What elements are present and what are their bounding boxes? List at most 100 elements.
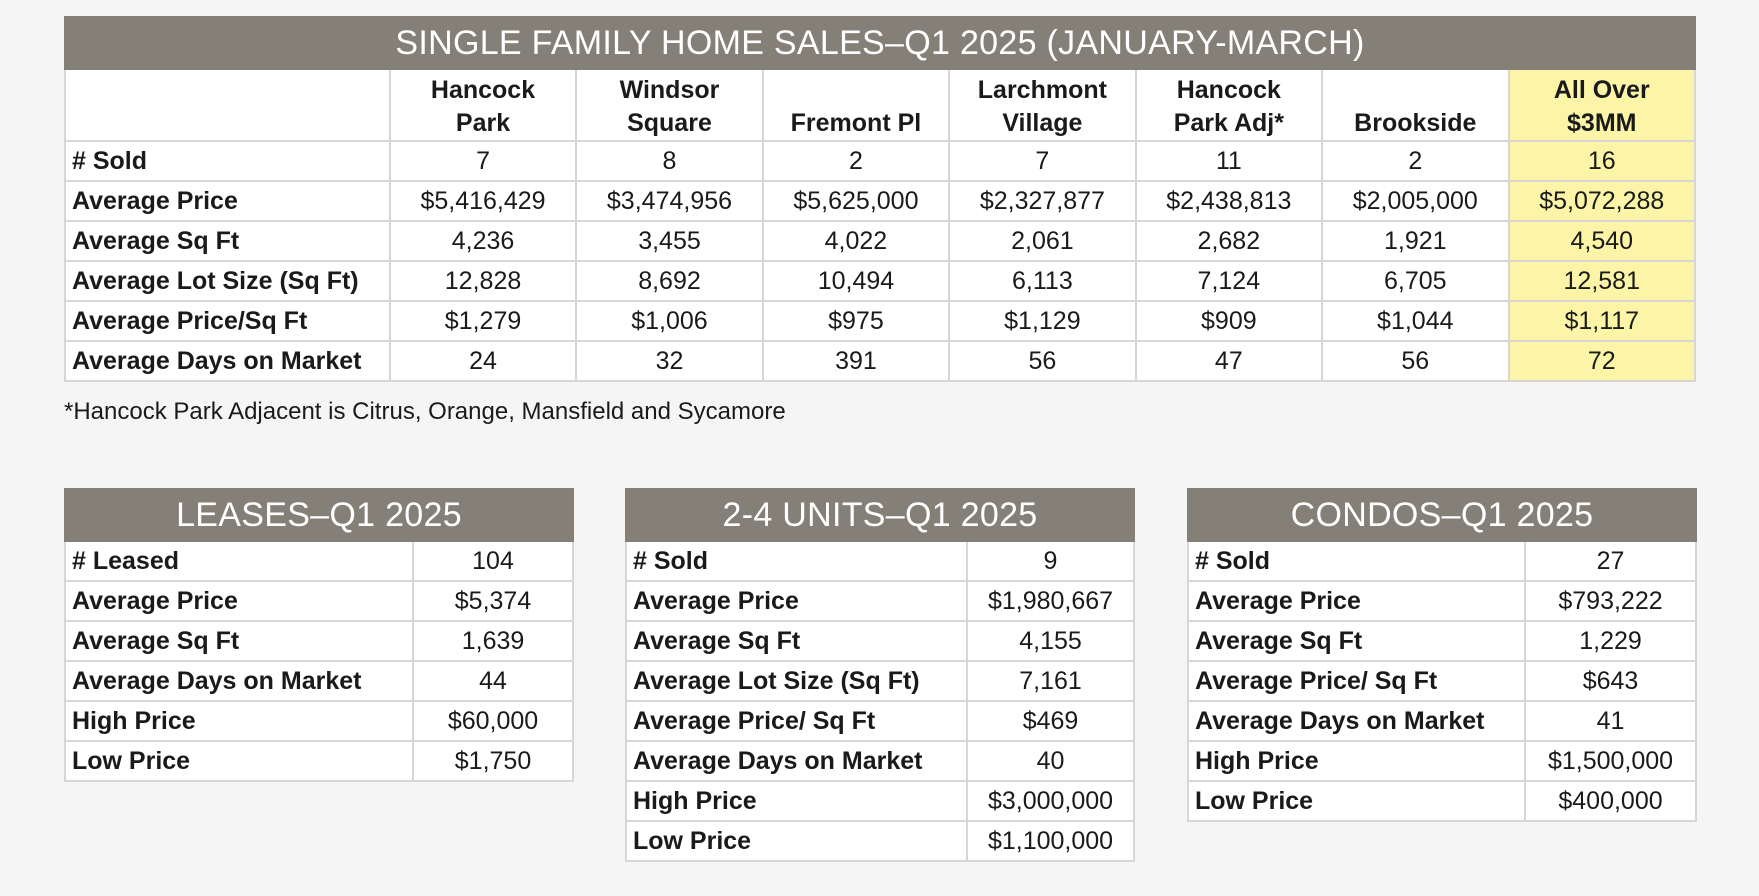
table-cell: $60,000 [411, 700, 575, 742]
footnote: *Hancock Park Adjacent is Citrus, Orange… [64, 398, 786, 425]
column-header-hancock-park: Hancock Park [388, 68, 578, 142]
table-row: Low Price $1,750 [64, 740, 575, 782]
table-row: Low Price $1,100,000 [625, 820, 1136, 862]
table-row: Average Price $1,980,667 [625, 580, 1136, 622]
table-cell: $1,044 [1321, 300, 1510, 342]
row-label: High Price [64, 700, 414, 742]
table-cell: 56 [948, 340, 1137, 382]
table-cell-highlight: $5,072,288 [1507, 180, 1697, 222]
table-row: High Price $60,000 [64, 700, 575, 742]
row-label: Average Lot Size (Sq Ft) [625, 660, 968, 702]
table-cell: $909 [1134, 300, 1324, 342]
leases-title: LEASES–Q1 2025 [63, 488, 575, 542]
table-cell: $400,000 [1524, 780, 1697, 822]
table-cell: 47 [1134, 340, 1324, 382]
table-cell: 4,155 [965, 620, 1136, 662]
table-row: Average Lot Size (Sq Ft) 12,828 8,692 10… [64, 260, 1697, 302]
table-cell: 56 [1321, 340, 1510, 382]
row-label: # Leased [64, 540, 414, 582]
table-cell: $643 [1524, 660, 1697, 702]
table-cell: $469 [965, 700, 1136, 742]
row-label: Average Price/ Sq Ft [625, 700, 968, 742]
table-cell: $2,005,000 [1321, 180, 1510, 222]
row-label: Low Price [1187, 780, 1526, 822]
table-cell: 1,921 [1321, 220, 1510, 262]
row-label: # Sold [1187, 540, 1526, 582]
table-row: Average Price $5,416,429 $3,474,956 $5,6… [64, 180, 1697, 222]
table-cell-highlight: 4,540 [1507, 220, 1697, 262]
row-label: Average Sq Ft [1187, 620, 1526, 662]
row-label: # Sold [625, 540, 968, 582]
table-row: Average Sq Ft 1,229 [1187, 620, 1697, 662]
table-cell: $1,279 [388, 300, 578, 342]
row-label: Average Price/Sq Ft [64, 300, 391, 342]
row-label: Average Days on Market [64, 340, 391, 382]
row-label: Low Price [625, 820, 968, 862]
corner-cell [64, 68, 391, 142]
table-cell: $793,222 [1524, 580, 1697, 622]
column-header-brookside: Brookside [1321, 68, 1510, 142]
table-cell: $1,980,667 [965, 580, 1136, 622]
table-row: # Sold 7 8 2 7 11 2 16 [64, 140, 1697, 182]
table-row: Average Days on Market 40 [625, 740, 1136, 782]
table-cell: $2,438,813 [1134, 180, 1324, 222]
table-cell: $3,000,000 [965, 780, 1136, 822]
row-label: Average Days on Market [64, 660, 414, 702]
table-row: High Price $1,500,000 [1187, 740, 1697, 782]
table-cell: $1,100,000 [965, 820, 1136, 862]
row-label: High Price [625, 780, 968, 822]
table-row: Average Price/Sq Ft $1,279 $1,006 $975 $… [64, 300, 1697, 342]
table-cell: 11 [1134, 140, 1324, 182]
table-cell: 6,705 [1321, 260, 1510, 302]
table-cell: 4,236 [388, 220, 578, 262]
table-cell-highlight: $1,117 [1507, 300, 1697, 342]
units-title: 2-4 UNITS–Q1 2025 [624, 488, 1136, 542]
table-row: # Leased 104 [64, 540, 575, 582]
row-label: Average Price [625, 580, 968, 622]
table-cell-highlight: 12,581 [1507, 260, 1697, 302]
single-family-sales-table: SINGLE FAMILY HOME SALES–Q1 2025 (JANUAR… [64, 16, 1697, 382]
table-cell: $1,500,000 [1524, 740, 1697, 782]
column-header-windsor-square: Windsor Square [575, 68, 764, 142]
table-cell: 2,682 [1134, 220, 1324, 262]
table-row: Average Days on Market 41 [1187, 700, 1697, 742]
table-cell: $5,416,429 [388, 180, 578, 222]
row-label: Average Price [64, 580, 414, 622]
row-label: Average Sq Ft [64, 220, 391, 262]
column-header-larchmont-village: Larchmont Village [948, 68, 1137, 142]
table-cell: 6,113 [948, 260, 1137, 302]
table-row: Low Price $400,000 [1187, 780, 1697, 822]
table-cell: 391 [761, 340, 951, 382]
row-label: # Sold [64, 140, 391, 182]
table-row: # Sold 27 [1187, 540, 1697, 582]
table-cell: 3,455 [575, 220, 764, 262]
table-row: Average Price $793,222 [1187, 580, 1697, 622]
table-cell: $5,374 [411, 580, 575, 622]
column-header-fremont-pl: Fremont Pl [761, 68, 951, 142]
table-cell: $975 [761, 300, 951, 342]
row-label: Average Price [1187, 580, 1526, 622]
table-row: Average Lot Size (Sq Ft) 7,161 [625, 660, 1136, 702]
row-label: Average Sq Ft [64, 620, 414, 662]
table-cell: 2,061 [948, 220, 1137, 262]
table-cell-highlight: 16 [1507, 140, 1697, 182]
table-row: Average Price/ Sq Ft $643 [1187, 660, 1697, 702]
table-cell: $2,327,877 [948, 180, 1137, 222]
row-label: Average Price [64, 180, 391, 222]
row-label: Low Price [64, 740, 414, 782]
table-cell: $1,129 [948, 300, 1137, 342]
condos-table: CONDOS–Q1 2025 # Sold 27 Average Price $79… [1187, 488, 1697, 822]
table-row: Average Price/ Sq Ft $469 [625, 700, 1136, 742]
table-cell: 8 [575, 140, 764, 182]
table-cell: 7 [388, 140, 578, 182]
table-cell: 44 [411, 660, 575, 702]
table-row: Average Sq Ft 1,639 [64, 620, 575, 662]
table-cell: 41 [1524, 700, 1697, 742]
table-cell: 2 [761, 140, 951, 182]
table-cell: $1,006 [575, 300, 764, 342]
row-label: Average Days on Market [1187, 700, 1526, 742]
table-row: Average Price $5,374 [64, 580, 575, 622]
table-cell: 12,828 [388, 260, 578, 302]
single-family-title: SINGLE FAMILY HOME SALES–Q1 2025 (JANUAR… [64, 16, 1696, 70]
table-cell: 4,022 [761, 220, 951, 262]
